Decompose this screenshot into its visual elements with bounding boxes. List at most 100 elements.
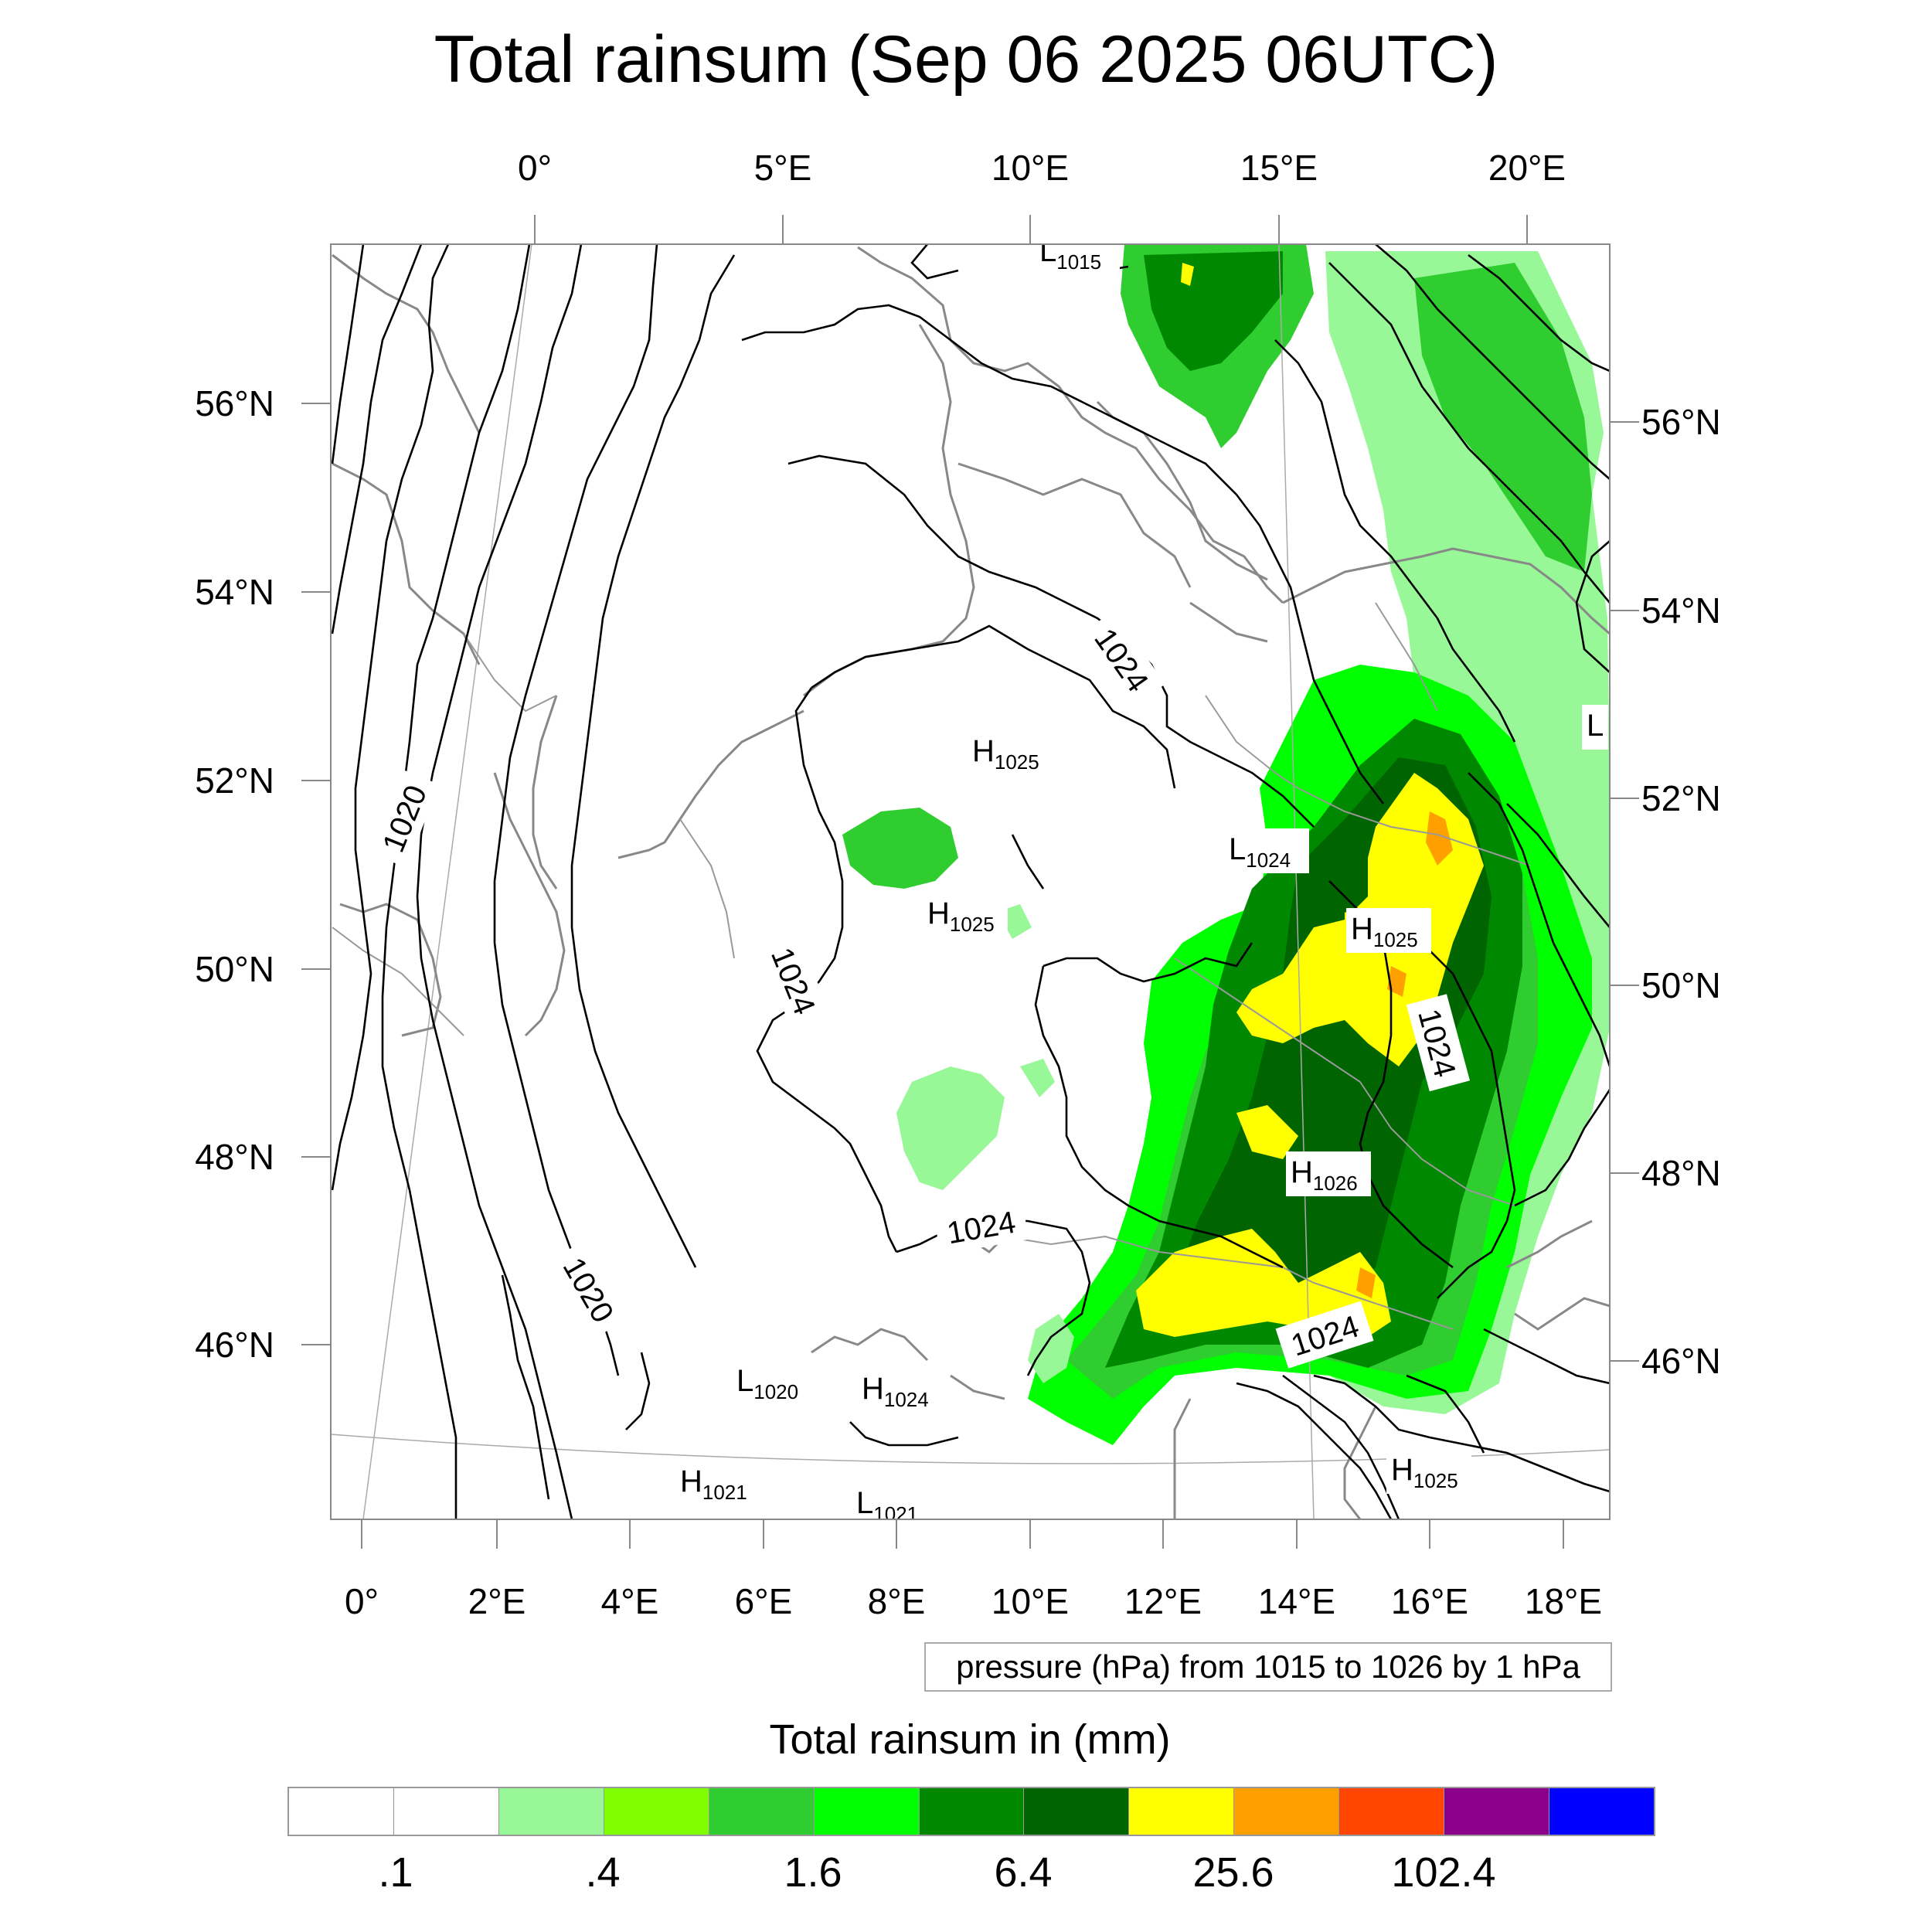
top-lon-label: 20°E — [1488, 148, 1566, 188]
isobar — [625, 1352, 651, 1430]
left-lat-label: 52°N — [195, 760, 274, 801]
coastline — [1282, 547, 1610, 635]
pressure-label-text: L1020 — [736, 1364, 798, 1403]
pressure-label-text: H1024 — [862, 1372, 929, 1411]
border — [1298, 787, 1531, 866]
coastline — [1189, 601, 1268, 643]
coastline — [811, 1328, 929, 1362]
pressure-label-text: L — [1587, 709, 1604, 743]
map-frame — [330, 243, 1611, 1520]
coastline — [1514, 1297, 1610, 1331]
colorbar-cell — [1129, 1788, 1235, 1835]
coastline — [865, 324, 975, 658]
bottom-lon-label: 6°E — [734, 1581, 793, 1621]
pressure-label-bg — [857, 1368, 942, 1413]
rain-area — [1236, 1105, 1298, 1159]
ticks — [301, 215, 1639, 1549]
right-lat-label: 46°N — [1641, 1341, 1721, 1381]
isobar — [787, 454, 1315, 828]
pressure-label-bg — [1582, 705, 1608, 750]
pressure-label-text: H1025 — [972, 734, 1039, 774]
isobar — [501, 1274, 550, 1500]
coastline — [957, 462, 1192, 588]
colorbar-label: 102.4 — [1391, 1849, 1496, 1896]
borders — [332, 602, 1531, 1330]
pressure-label-text: L1015 — [1039, 234, 1101, 274]
contour-info-box: pressure (hPa) from 1015 to 1026 by 1 hP… — [924, 1642, 1612, 1692]
isobar — [331, 244, 450, 1191]
pressure-label-text: H1026 — [1291, 1155, 1358, 1195]
isobar — [1468, 253, 1610, 372]
colorbar-cell — [1549, 1788, 1654, 1835]
high-pressure-label: H1024 — [857, 1368, 942, 1413]
pressure-label-bg — [1286, 1151, 1371, 1196]
pressure-label-bg — [1346, 908, 1431, 953]
isobar-label-bg — [1080, 611, 1165, 709]
pressure-label-text: H1025 — [927, 896, 995, 936]
colorbar-title: Total rainsum in (mm) — [769, 1716, 1171, 1763]
pressure-label-bg — [732, 1360, 817, 1405]
pressure-label-bg — [1035, 244, 1120, 275]
border — [1282, 1267, 1454, 1330]
isobar — [1328, 262, 1610, 604]
coastline — [1096, 400, 1268, 581]
isobar — [1034, 965, 1284, 1269]
border — [1359, 1081, 1515, 1206]
right-lat-label: 48°N — [1641, 1153, 1721, 1193]
isobar-label: 1020 — [549, 1240, 630, 1339]
isobar-label: 1024 — [933, 1198, 1029, 1255]
rain-area — [842, 808, 958, 889]
left-lat-label: 48°N — [195, 1137, 274, 1177]
pressure-label-bg — [1386, 1449, 1471, 1494]
isobar — [1236, 1382, 1393, 1519]
coastline — [332, 462, 481, 665]
border — [679, 818, 735, 959]
pressure-label-text: L1021 — [856, 1486, 918, 1526]
colorbar-label: 25.6 — [1192, 1849, 1274, 1896]
pressure-label-text: H1021 — [680, 1464, 747, 1504]
colorbar-cell — [709, 1788, 815, 1835]
pressure-center-layer: L1015 H1025 L 1024 H1025 H1025 H1026 L1020 H1024… — [675, 234, 1608, 1526]
colorbar-label: 1.6 — [784, 1849, 842, 1896]
isobar — [1313, 1374, 1610, 1493]
rain-area — [1414, 263, 1592, 572]
isobar — [910, 244, 959, 280]
high-pressure-label: H1025 — [1346, 908, 1431, 953]
colorbar-cell — [1444, 1788, 1550, 1835]
isobar — [570, 254, 736, 1268]
bottom-lon-label: 4°E — [600, 1581, 659, 1621]
rain-area — [1356, 1267, 1376, 1298]
bottom-lon-label: 2°E — [468, 1581, 526, 1621]
isobar — [811, 624, 1176, 789]
rain-area — [1426, 811, 1453, 866]
colorbar-label: .1 — [378, 1849, 413, 1896]
pressure-label-bg — [968, 730, 1053, 775]
isobar — [1575, 540, 1610, 673]
pressure-label-bg — [1224, 828, 1309, 873]
isobar — [1235, 494, 1385, 804]
border — [332, 927, 464, 1036]
isobar — [849, 1421, 959, 1447]
isobar-label: 1024 — [1080, 611, 1165, 709]
border — [1375, 602, 1438, 712]
isobar-label: 1024 — [758, 930, 831, 1030]
colorbar-cell — [1234, 1788, 1340, 1835]
right-lat-label: 52°N — [1641, 778, 1721, 818]
low-pressure-label: L — [1582, 705, 1608, 750]
isobar-label-bg — [1406, 994, 1470, 1092]
bottom-lon-label: 12°E — [1124, 1581, 1202, 1621]
colorbar-cell — [1339, 1788, 1445, 1835]
rain-area — [1144, 251, 1283, 371]
isobar — [416, 244, 583, 1519]
coastline — [857, 246, 1284, 604]
pressure-label-bg — [852, 1482, 937, 1519]
rain-area — [1028, 1314, 1074, 1383]
colorbar-cell — [814, 1788, 920, 1835]
high-pressure-label: H1025 — [923, 893, 1008, 937]
top-lon-label: 5°E — [753, 148, 812, 188]
top-lon-label: 15°E — [1240, 148, 1318, 188]
colorbar-cell — [1024, 1788, 1130, 1835]
coastline — [617, 709, 804, 859]
high-pressure-label: H1025 — [1386, 1449, 1471, 1494]
right-lat-label: 56°N — [1641, 402, 1721, 442]
